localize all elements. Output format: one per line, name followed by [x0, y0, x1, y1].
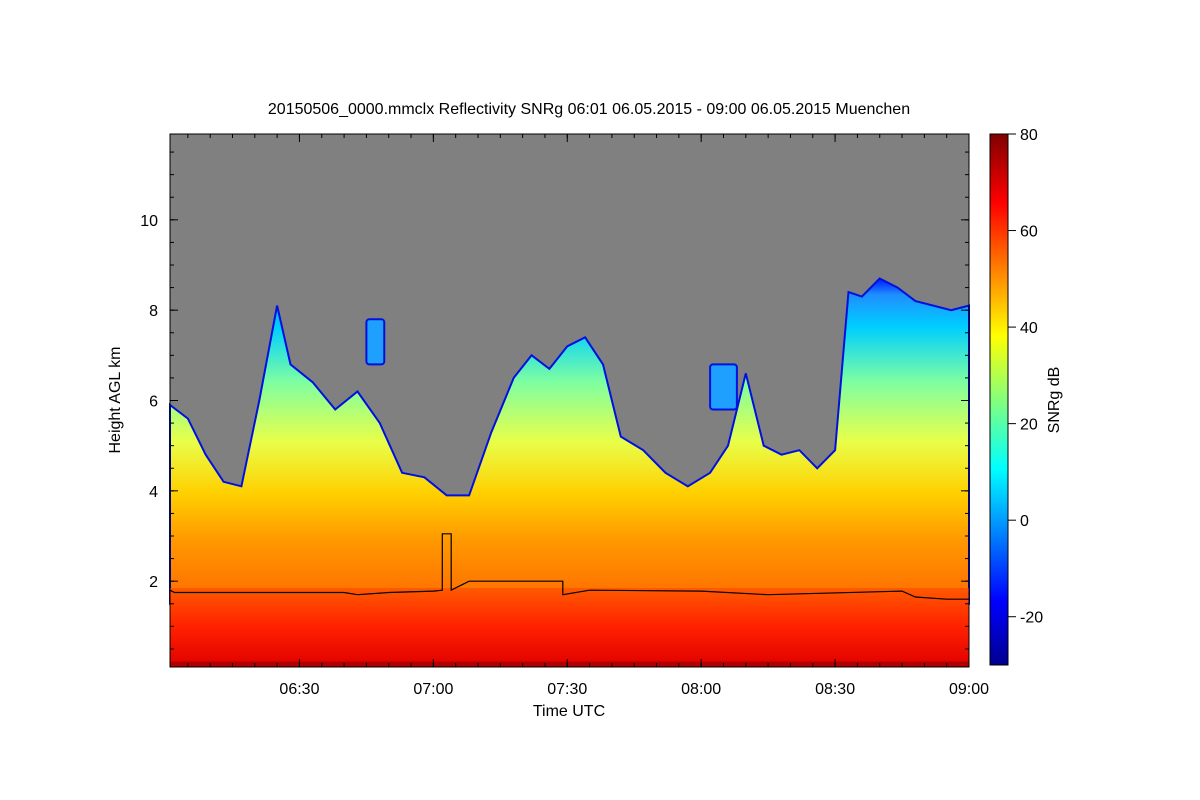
boundary-line [169, 533, 969, 600]
y-tick-label: 8 [149, 303, 158, 320]
x-axis: 06:30 07:00 07:30 08:00 08:30 09:00 [187, 134, 989, 698]
x-tick-label: 08:00 [681, 681, 721, 698]
colorbar: -20 0 20 40 60 80 [989, 127, 1043, 666]
colorbar-tick-label: 40 [1020, 320, 1038, 337]
surface-layer [170, 587, 969, 667]
colorbar-tick-label: 80 [1020, 127, 1038, 144]
x-tick-label: 09:00 [949, 681, 989, 698]
colorbar-tick-label: 0 [1020, 513, 1029, 530]
boundary-line-path [169, 533, 969, 600]
y-tick-label: 10 [140, 213, 158, 230]
chart-title: 20150506_0000.mmclx Reflectivity SNRg 06… [268, 101, 910, 118]
colorbar-gradient [989, 133, 1009, 666]
ground-band [170, 661, 969, 667]
y-tick-label: 4 [149, 484, 158, 501]
y-axis-label: Height AGL km [107, 346, 124, 453]
colorbar-tick-label: 20 [1020, 417, 1038, 434]
colorbar-label: SNRg dB [1046, 367, 1063, 434]
y-tick-label: 6 [149, 394, 158, 411]
x-tick-label: 07:30 [547, 681, 587, 698]
y-tick-label: 2 [149, 574, 158, 591]
cloud-field [169, 277, 970, 667]
x-tick-label: 07:00 [413, 681, 453, 698]
x-tick-label: 08:30 [815, 681, 855, 698]
colorbar-tick-label: 60 [1020, 224, 1038, 241]
x-axis-label: Time UTC [533, 703, 605, 720]
mid-cloud-patch [365, 318, 386, 366]
y-axis: 2 4 6 8 10 [140, 151, 969, 650]
colorbar-tick-label: -20 [1020, 610, 1043, 627]
cloud-region [169, 277, 970, 605]
plot-area [169, 133, 970, 668]
x-tick-label: 06:30 [279, 681, 319, 698]
mid-cloud-patch [709, 363, 738, 411]
